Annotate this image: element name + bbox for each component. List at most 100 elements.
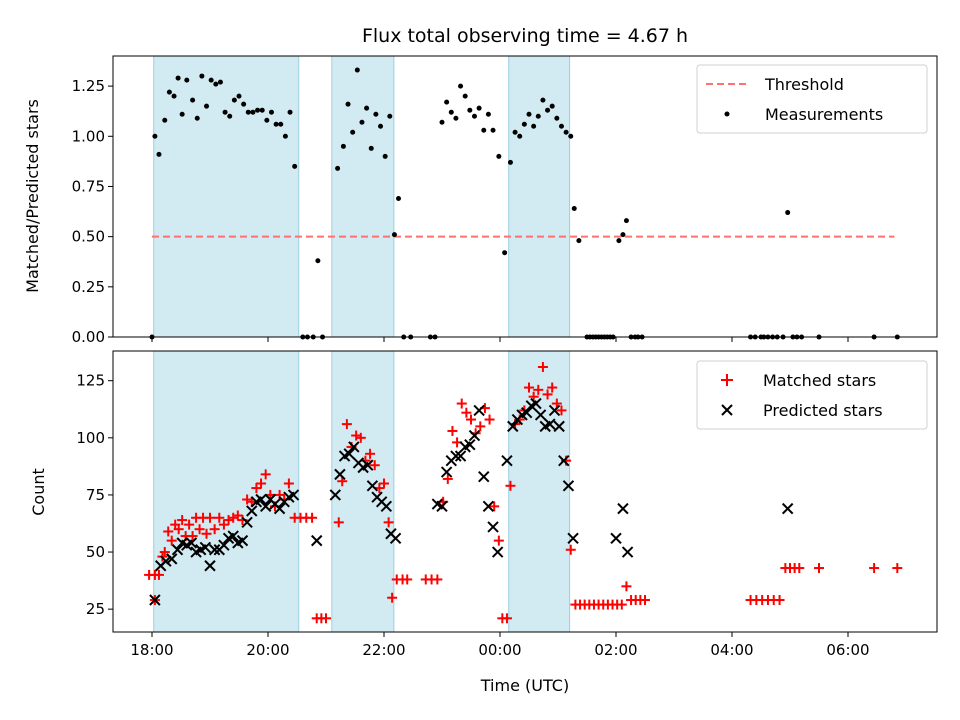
marker-stroke bbox=[553, 420, 565, 433]
predicted-star-marker bbox=[380, 500, 393, 513]
predicted-star-marker bbox=[343, 448, 355, 460]
measurement-point bbox=[190, 97, 196, 103]
measurement-point bbox=[166, 89, 172, 95]
measurement-point bbox=[568, 133, 574, 139]
ratio-y-axis-label: Matched/Predicted stars bbox=[23, 99, 42, 293]
matched-star-marker bbox=[892, 563, 903, 574]
marker-stroke bbox=[166, 553, 178, 565]
measurement-point bbox=[387, 113, 393, 119]
marker-stroke bbox=[501, 454, 513, 467]
marker-stroke bbox=[236, 534, 249, 547]
matched-star-marker bbox=[383, 517, 394, 528]
measurement-point bbox=[156, 151, 162, 157]
measurement-point bbox=[526, 111, 532, 117]
ratio-panel: 0.00 0.25 0.50 0.75 1.00 1.25 Flux total obse… bbox=[23, 25, 938, 346]
predicted-star-marker bbox=[273, 502, 286, 515]
predicted-star-marker bbox=[171, 544, 184, 556]
x-tick-label: 00:00 bbox=[478, 641, 521, 659]
matched-star-marker bbox=[307, 512, 318, 523]
predicted-star-marker bbox=[436, 500, 448, 513]
measurement-point bbox=[315, 258, 321, 264]
count-x-axis-label: Time (UTC) bbox=[480, 676, 569, 695]
matched-star-marker bbox=[489, 501, 500, 512]
matched-star-marker bbox=[159, 547, 170, 558]
y-tick-label: 1.00 bbox=[72, 127, 105, 145]
matched-stars-points bbox=[144, 361, 903, 624]
measurement-point bbox=[292, 163, 298, 169]
matched-star-marker bbox=[542, 389, 553, 400]
marker-stroke bbox=[530, 397, 542, 410]
matched-star-marker bbox=[218, 519, 229, 530]
matched-star-marker bbox=[351, 430, 362, 441]
matched-star-marker bbox=[869, 563, 880, 574]
measurement-point bbox=[345, 101, 351, 107]
matched-star-marker bbox=[256, 478, 267, 489]
predicted-star-marker bbox=[468, 429, 481, 442]
measurement-point bbox=[382, 153, 388, 159]
matched-star-marker bbox=[533, 384, 544, 395]
predicted-star-marker bbox=[199, 541, 212, 554]
measurement-point bbox=[462, 93, 468, 99]
measurement-point bbox=[236, 93, 242, 99]
marker-stroke bbox=[176, 537, 188, 549]
predicted-star-marker bbox=[440, 466, 453, 478]
marker-stroke bbox=[491, 546, 504, 558]
measurement-point bbox=[576, 238, 582, 244]
measurement-point bbox=[439, 119, 445, 125]
measurement-point bbox=[273, 121, 279, 127]
measurement-point bbox=[545, 107, 551, 113]
marker-stroke bbox=[380, 500, 393, 513]
x-tick-label: 20:00 bbox=[246, 641, 289, 659]
marker-stroke bbox=[548, 404, 561, 417]
measurement-point bbox=[444, 99, 450, 105]
predicted-star-marker bbox=[204, 560, 216, 572]
measurement-point bbox=[194, 115, 200, 121]
matched-star-marker bbox=[163, 526, 174, 537]
measurement-point bbox=[208, 77, 214, 83]
marker-stroke bbox=[431, 498, 444, 510]
y-tick-label: 100 bbox=[76, 429, 105, 447]
marker-stroke bbox=[366, 480, 379, 492]
matched-star-marker bbox=[232, 510, 243, 521]
matched-star-marker bbox=[794, 563, 805, 574]
matched-star-marker bbox=[153, 569, 164, 580]
marker-stroke bbox=[329, 489, 341, 501]
predicted-star-marker bbox=[507, 420, 519, 433]
marker-stroke bbox=[468, 429, 481, 442]
predicted-star-marker bbox=[473, 404, 485, 417]
measurement-point bbox=[517, 133, 523, 139]
matched-star-marker bbox=[475, 421, 486, 432]
predicted-star-marker bbox=[544, 418, 556, 430]
marker-stroke bbox=[621, 546, 634, 558]
measurement-point bbox=[354, 67, 360, 73]
matched-star-marker bbox=[260, 469, 271, 480]
marker-stroke bbox=[454, 450, 467, 462]
marker-stroke bbox=[534, 409, 547, 421]
predicted-star-marker bbox=[287, 489, 300, 501]
matched-star-marker bbox=[166, 535, 177, 546]
marker-stroke bbox=[218, 539, 230, 551]
y-tick-label: 25 bbox=[86, 600, 105, 618]
legend-predicted-label: Predicted stars bbox=[763, 401, 883, 420]
predicted-star-marker bbox=[548, 404, 561, 417]
measurement-point bbox=[222, 109, 228, 115]
matched-star-marker bbox=[640, 595, 650, 606]
measurement-point bbox=[531, 123, 537, 129]
marker-stroke bbox=[246, 505, 258, 517]
legend-matched-swatch bbox=[721, 374, 733, 386]
matched-star-marker bbox=[505, 480, 516, 491]
matched-star-marker bbox=[466, 414, 476, 425]
matched-star-marker bbox=[387, 592, 398, 603]
predicted-star-marker bbox=[454, 450, 467, 462]
matched-star-marker bbox=[402, 574, 413, 585]
matched-star-marker bbox=[447, 425, 458, 436]
predicted-star-marker bbox=[478, 470, 490, 483]
marker-stroke bbox=[558, 454, 570, 467]
predicted-star-marker bbox=[160, 555, 172, 567]
measurement-point bbox=[282, 133, 288, 139]
measurement-point bbox=[264, 117, 270, 123]
measurement-point bbox=[512, 129, 518, 135]
legend-threshold-label: Threshold bbox=[764, 75, 844, 94]
matched-star-marker bbox=[621, 581, 632, 592]
marker-stroke bbox=[464, 438, 476, 451]
